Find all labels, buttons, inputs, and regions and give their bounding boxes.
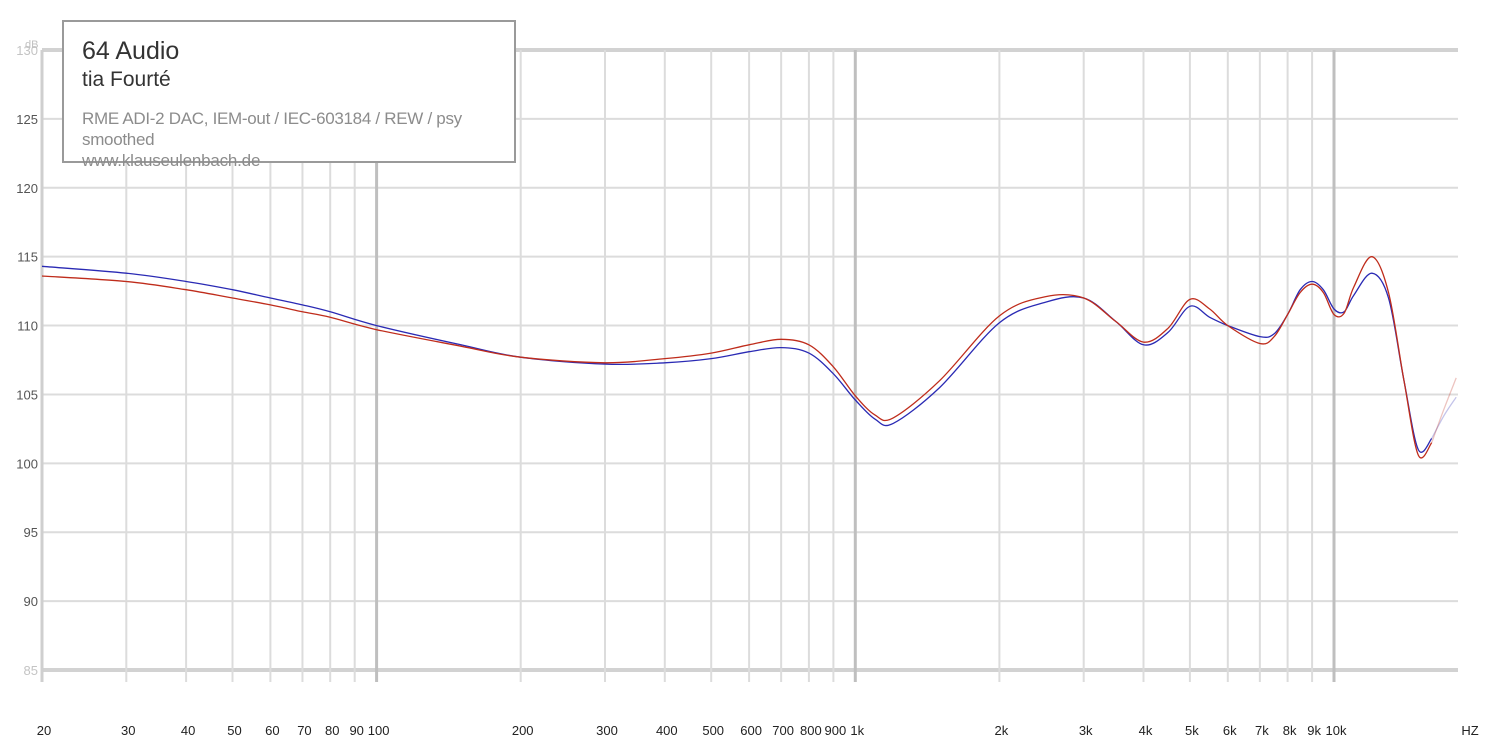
series-line-2-faded-tail xyxy=(1431,377,1457,443)
x-tick-label: 3k xyxy=(1079,723,1093,738)
x-tick-label: 500 xyxy=(702,723,724,738)
y-tick-label: 100 xyxy=(16,456,38,471)
x-tick-label: 200 xyxy=(512,723,534,738)
y-tick-label: 90 xyxy=(24,594,38,609)
x-tick-label: 700 xyxy=(772,723,794,738)
x-tick-label: 80 xyxy=(325,723,339,738)
x-tick-label: 100 xyxy=(368,723,390,738)
series-line-1 xyxy=(41,265,1433,453)
y-tick-label: 115 xyxy=(17,250,38,265)
x-axis-ticks: 20 30 40 50 60 70 80 90 100 200 300 400 500 600 700 800… xyxy=(37,723,1347,738)
source-website: www.klauseulenbach.de xyxy=(82,151,261,170)
x-tick-label: 400 xyxy=(656,723,678,738)
x-tick-label: 60 xyxy=(265,723,279,738)
y-tick-label: 85 xyxy=(24,663,38,678)
series-line-1-faded-tail xyxy=(1431,396,1457,439)
measurement-setup-caption: RME ADI-2 DAC, IEM-out / IEC-603184 / RE… xyxy=(82,109,462,149)
x-tick-label: 30 xyxy=(121,723,135,738)
x-tick-label: 1k xyxy=(850,723,864,738)
chart-subtitle: tia Fourté xyxy=(82,68,171,91)
x-tick-label: 300 xyxy=(596,723,618,738)
x-axis-unit-label: HZ xyxy=(1461,723,1478,738)
y-tick-label: 130 xyxy=(16,43,38,58)
y-tick-label: 105 xyxy=(16,387,38,402)
y-axis-ticks: 85 90 95 100 105 110 115 120 125 130 xyxy=(16,43,38,678)
x-tick-label: 70 xyxy=(297,723,311,738)
series-lines xyxy=(41,256,1457,459)
chart-title: 64 Audio xyxy=(82,37,180,65)
x-tick-label: 6k xyxy=(1223,723,1237,738)
y-tick-label: 95 xyxy=(24,525,38,540)
x-tick-label: 600 xyxy=(740,723,762,738)
legend-box: 64 Audio tia Fourté RME ADI-2 DAC, IEM-o… xyxy=(62,20,516,170)
y-tick-label: 110 xyxy=(17,319,38,334)
x-tick-label: 50 xyxy=(227,723,241,738)
x-tick-label: 8k xyxy=(1283,723,1297,738)
x-tick-label: 90 xyxy=(349,723,363,738)
x-tick-label: 2k xyxy=(995,723,1009,738)
x-tick-label: 4k xyxy=(1139,723,1153,738)
x-tick-label: 900 xyxy=(825,723,847,738)
y-tick-label: 125 xyxy=(16,112,38,127)
y-axis-unit-label: dB xyxy=(25,39,38,51)
x-tick-label: 800 xyxy=(800,723,822,738)
x-tick-label: 40 xyxy=(181,723,195,738)
x-tick-label: 9k xyxy=(1307,723,1321,738)
x-tick-label: 10k xyxy=(1326,723,1347,738)
x-tick-label: 7k xyxy=(1255,723,1269,738)
x-tick-label: 5k xyxy=(1185,723,1199,738)
y-tick-label: 120 xyxy=(16,181,38,196)
series-line-2 xyxy=(41,256,1433,459)
x-tick-label: 20 xyxy=(37,723,51,738)
